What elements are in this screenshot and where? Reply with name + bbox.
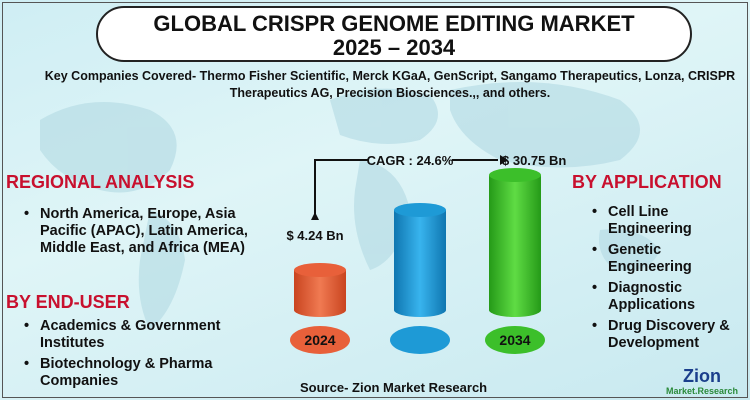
page-title: GLOBAL CRISPR GENOME EDITING MARKET 2025… [96,6,692,62]
bar-0 [290,263,350,354]
source-text: Source- Zion Market Research [300,380,488,395]
regional-analysis-heading: REGIONAL ANALYSIS [6,172,195,192]
market-bar-chart: 2024 2034 $ 4.24 Bn $ 30.75 Bn CAGR : 24.6% [286,153,566,354]
list-item: North America, Europe, Asia Pacific (APA… [18,206,248,257]
data-label-2024: $ 4.24 Bn [286,228,343,243]
list-item: Biotechnology & Pharma Companies [18,356,258,390]
regional-list: North America, Europe, Asia Pacific (APA… [18,206,248,261]
data-label-2034: $ 30.75 Bn [502,153,566,168]
end-user-list: Academics & Government Institutes Biotec… [18,318,258,394]
list-item: Academics & Government Institutes [18,318,258,352]
bar-badge-2 [485,326,545,354]
zion-logo: Zion Market.Research [666,366,738,396]
title-line-2: 2025 – 2034 [332,35,456,60]
category-label-2: 2034 [499,332,530,348]
bar-badge-1 [390,326,450,354]
category-label-0: 2024 [304,332,335,348]
bar-2 [485,168,545,354]
list-item: Cell Line Engineering [586,204,746,238]
key-companies-text: Key Companies Covered- Thermo Fisher Sci… [44,69,736,100]
list-item: Drug Discovery & Development [586,318,746,352]
cagr-arrow [314,159,498,218]
list-item: Diagnostic Applications [586,280,746,314]
logo-name: Zion [683,366,721,386]
bar-badge-0 [290,326,350,354]
title-line-1: GLOBAL CRISPR GENOME EDITING MARKET [153,11,635,36]
list-item: Genetic Engineering [586,242,746,276]
arrow-head-right [500,155,508,165]
cagr-annotation: CAGR : 24.6% [367,153,454,168]
arrow-head-down [311,212,319,220]
logo-sub: Market.Research [666,386,738,396]
end-user-heading: BY END-USER [6,292,130,312]
application-list: Cell Line Engineering Genetic Engineerin… [586,204,746,356]
bar-1 [390,203,450,354]
application-heading: BY APPLICATION [572,172,722,192]
